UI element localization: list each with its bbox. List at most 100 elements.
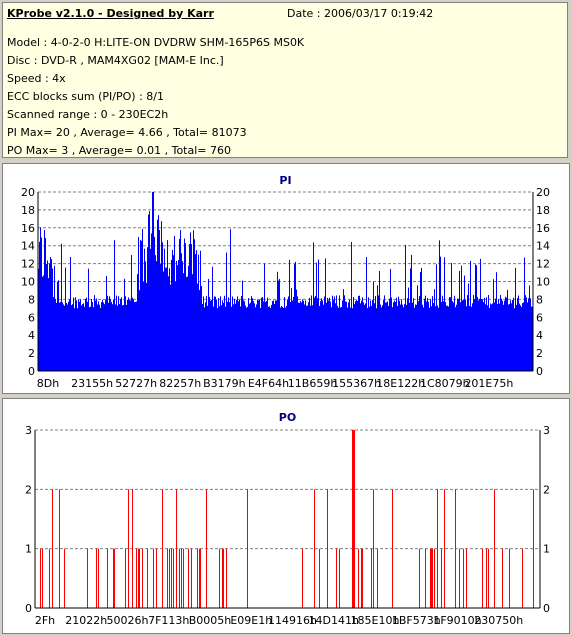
y-tick-label-left: 6 (28, 311, 35, 324)
po-bar (183, 548, 184, 608)
pi-bar (318, 259, 319, 371)
pi-bar (438, 307, 439, 371)
po-bar (176, 489, 177, 608)
pi-bar (177, 265, 178, 371)
pi-bar (56, 302, 57, 371)
pi-bar (226, 252, 227, 371)
pi-bar (297, 296, 298, 371)
po-bar (96, 548, 97, 608)
pi-bar (180, 230, 181, 371)
pi-bar (366, 257, 367, 371)
pi-bar (517, 298, 518, 371)
pi-bar (444, 257, 445, 371)
pi-bar (205, 302, 206, 371)
pi-bar (334, 296, 335, 371)
pi-bar (187, 276, 188, 371)
pi-bar (312, 305, 313, 371)
pi-bar (324, 296, 325, 371)
pi-bar (524, 257, 525, 371)
pi-bar (164, 248, 165, 371)
pi-bar (140, 240, 141, 371)
po-bar (488, 548, 489, 608)
pi-bar (113, 299, 114, 371)
y-tick-label-left: 8 (28, 293, 35, 306)
pi-bar (328, 300, 329, 371)
pi-bar (449, 297, 450, 371)
pi-bar (500, 294, 501, 371)
po-bar (125, 548, 126, 608)
pi-bar (81, 305, 82, 371)
pi-bar (351, 241, 352, 371)
pi-bar (287, 299, 288, 371)
pi-bar (207, 305, 208, 371)
pi-bar (193, 230, 194, 371)
pi-bar (74, 308, 75, 371)
pi-bar (100, 307, 101, 371)
pi-bar (253, 301, 254, 371)
po-bar (139, 548, 140, 608)
pi-bar (393, 302, 394, 371)
pi-bar (424, 298, 425, 371)
po-bar (226, 548, 227, 608)
pi-bar (347, 307, 348, 371)
pi-chart: PI 0 0 2 2 4 4 6 6 8 8 10 10 12 12 14 14 16 16 18 18 20 20 8Dh 2… (21, 174, 550, 390)
x-tick-label: 1F9010h (433, 614, 481, 627)
pi-bar (402, 304, 403, 371)
pi-bar (241, 296, 242, 371)
pi-bar (126, 304, 127, 371)
pi-bar (258, 300, 259, 371)
pi-bar (486, 297, 487, 371)
po-bar (314, 489, 315, 608)
pi-bar (82, 304, 83, 371)
pi-bar (376, 308, 377, 371)
pi-bar (75, 297, 76, 371)
pi-bar (437, 305, 438, 371)
pi-bar (174, 235, 175, 371)
po-bar (169, 548, 170, 608)
pi-bar (95, 300, 96, 371)
pi-bar (216, 299, 217, 371)
pi-bar (146, 282, 147, 371)
pi-bar (320, 301, 321, 371)
pi-bar (264, 263, 265, 371)
po-bar (339, 548, 340, 608)
pi-bar (479, 298, 480, 371)
po-bar (128, 489, 129, 608)
pi-bar (353, 297, 354, 371)
pi-bar (130, 300, 131, 371)
pi-bar (257, 299, 258, 371)
po-bar (352, 430, 353, 608)
info-disc: Disc : DVD-R , MAM4XG02 [MAM-E Inc.] (7, 54, 224, 67)
pi-bar (122, 305, 123, 371)
pi-bar (490, 303, 491, 371)
pi-bar (286, 305, 287, 371)
pi-bar (335, 303, 336, 371)
pi-bar (527, 302, 528, 371)
pi-bar (45, 238, 46, 371)
pi-bar (158, 215, 159, 371)
pi-bar (58, 280, 59, 371)
pi-bar (480, 258, 481, 371)
pi-bar (387, 301, 388, 371)
pi-bar (422, 304, 423, 371)
pi-bar (256, 304, 257, 371)
pi-bar (43, 275, 44, 371)
pi-bar (374, 303, 375, 371)
pi-bar (410, 268, 411, 371)
pi-bar (153, 192, 154, 371)
pi-bar (87, 301, 88, 371)
y-tick-label-left: 14 (21, 240, 35, 253)
pi-bar (120, 298, 121, 371)
y-tick-label-right: 16 (536, 222, 550, 235)
pi-bar (344, 295, 345, 371)
pi-bar (209, 296, 210, 371)
pi-bar (124, 278, 125, 371)
pi-bar (147, 247, 148, 371)
po-bar (181, 548, 182, 608)
x-tick-label: 2Fh (35, 614, 55, 627)
pi-bar (307, 305, 308, 371)
pi-bar (407, 298, 408, 371)
pi-bar (310, 305, 311, 371)
pi-bar (354, 304, 355, 371)
pi-bar (170, 284, 171, 371)
